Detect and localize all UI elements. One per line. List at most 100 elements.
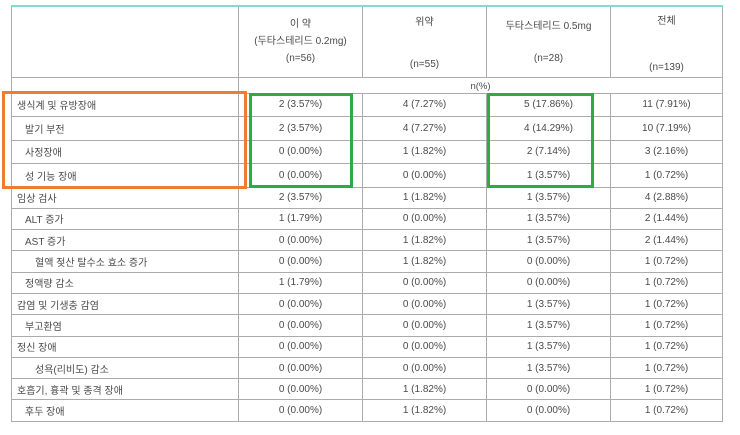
header-line: 전체 [657, 16, 676, 27]
row-label: 발기 부전 [11, 116, 239, 141]
row-label: 성욕(리비도) 감소 [11, 356, 239, 380]
table-row: 정신 장애 0 (0.00%) 0 (0.00%) 1 (3.57%) 1 (0.72%… [11, 335, 723, 358]
cell-value: 0 (0.00%) [238, 399, 363, 422]
cell-value: 0 (0.00%) [238, 163, 363, 188]
cell-value: 1 (1.82%) [362, 250, 487, 273]
row-label: 성 기능 장애 [11, 163, 239, 188]
cell-value: 1 (0.72%) [610, 250, 723, 273]
cell-value: 0 (0.00%) [238, 229, 363, 252]
cell-value: 2 (3.57%) [238, 186, 363, 209]
table-row: ALT 증가 1 (1.79%) 0 (0.00%) 1 (3.57%) 2 (1.44… [11, 207, 723, 231]
row-label: 사정장애 [11, 139, 239, 164]
cell-value: 5 (17.86%) [486, 92, 611, 117]
row-label: 정액량 감소 [11, 271, 239, 294]
header-line: (n=55) [409, 59, 440, 70]
cell-value: 1 (3.57%) [486, 207, 611, 231]
cell-value: 1 (3.57%) [486, 356, 611, 380]
cell-value: 1 (0.72%) [610, 378, 723, 401]
row-label: AST 증가 [11, 229, 239, 252]
header-line: (n=139) [649, 62, 684, 73]
table-row: 임상 검사 2 (3.57%) 1 (1.82%) 1 (3.57%) 4 (2.88%… [11, 186, 723, 209]
cell-value: 1 (1.82%) [362, 139, 487, 164]
header-line: 두타스테리드 0.5mg [505, 21, 592, 32]
header-placebo: 위약 (n=55) [362, 6, 487, 78]
cell-value: 1 (0.72%) [610, 292, 723, 316]
header-line: (두타스테리드 0.2mg) [254, 36, 347, 47]
table-row: 정액량 감소 1 (1.79%) 0 (0.00%) 0 (0.00%) 1 (0.72… [11, 271, 723, 294]
row-label: 부고환염 [11, 314, 239, 337]
cell-value: 2 (1.44%) [610, 207, 723, 231]
cell-value: 1 (0.72%) [610, 163, 723, 188]
cell-value: 2 (1.44%) [610, 229, 723, 252]
cell-value: 2 (3.57%) [238, 116, 363, 141]
cell-value: 1 (1.82%) [362, 229, 487, 252]
cell-value: 1 (1.82%) [362, 186, 487, 209]
cell-value: 0 (0.00%) [486, 399, 611, 422]
cell-value: 1 (0.72%) [610, 335, 723, 358]
cell-value: 1 (3.57%) [486, 229, 611, 252]
header-row: 이 약 (두타스테리드 0.2mg) (n=56) 위약 (n=55) 두타스테… [11, 6, 723, 78]
header-line: 위약 [415, 17, 434, 28]
header-drug-0-2mg: 이 약 (두타스테리드 0.2mg) (n=56) [238, 6, 363, 78]
cell-value: 0 (0.00%) [238, 378, 363, 401]
table-row: 성 기능 장애 0 (0.00%) 0 (0.00%) 1 (3.57%) 1 (0.7… [11, 163, 723, 188]
row-label: 후두 장애 [11, 399, 239, 422]
cell-value: 2 (7.14%) [486, 139, 611, 164]
cell-value: 0 (0.00%) [362, 314, 487, 337]
cell-value: 1 (3.57%) [486, 314, 611, 337]
cell-value: 1 (1.79%) [238, 271, 363, 294]
row-label: 정신 장애 [11, 335, 239, 358]
cell-value: 0 (0.00%) [238, 139, 363, 164]
cell-value: 1 (1.82%) [362, 399, 487, 422]
cell-value: 0 (0.00%) [362, 335, 487, 358]
cell-value: 1 (0.72%) [610, 356, 723, 380]
cell-value: 1 (0.72%) [610, 399, 723, 422]
cell-value: 4 (7.27%) [362, 116, 487, 141]
cell-value: 4 (14.29%) [486, 116, 611, 141]
cell-value: 0 (0.00%) [362, 163, 487, 188]
table-row: 호흡기, 흉곽 및 종격 장애 0 (0.00%) 1 (1.82%) 0 (0.00… [11, 378, 723, 401]
cell-value: 0 (0.00%) [238, 335, 363, 358]
header-line: (n=56) [285, 53, 316, 64]
adverse-events-table: 이 약 (두타스테리드 0.2mg) (n=56) 위약 (n=55) 두타스테… [11, 5, 723, 422]
subheader-row: n(%) [11, 76, 723, 94]
cell-value: 10 (7.19%) [610, 116, 723, 141]
cell-value: 1 (1.82%) [362, 378, 487, 401]
subheader-empty-cell [11, 76, 239, 94]
table-row: AST 증가 0 (0.00%) 1 (1.82%) 1 (3.57%) 2 (1.44… [11, 229, 723, 252]
header-total: 전체 (n=139) [610, 6, 723, 78]
cell-value: 0 (0.00%) [238, 292, 363, 316]
cell-value: 0 (0.00%) [486, 250, 611, 273]
cell-value: 0 (0.00%) [238, 314, 363, 337]
cell-value: 0 (0.00%) [486, 271, 611, 294]
cell-value: 11 (7.91%) [610, 92, 723, 117]
cell-value: 3 (2.16%) [610, 139, 723, 164]
header-label-cell [11, 6, 239, 78]
table-row: 발기 부전 2 (3.57%) 4 (7.27%) 4 (14.29%) 10 (7.1… [11, 116, 723, 141]
subheader-n-percent: n(%) [238, 76, 723, 94]
cell-value: 0 (0.00%) [362, 356, 487, 380]
header-line: 이 약 [289, 19, 312, 30]
cell-value: 1 (3.57%) [486, 335, 611, 358]
row-label: 생식계 및 유방장애 [11, 92, 239, 117]
table-row: 생식계 및 유방장애 2 (3.57%) 4 (7.27%) 5 (17.86%) 11… [11, 92, 723, 117]
header-line: (n=28) [533, 53, 564, 64]
cell-value: 0 (0.00%) [238, 356, 363, 380]
header-drug-0-5mg: 두타스테리드 0.5mg (n=28) [486, 6, 611, 78]
cell-value: 0 (0.00%) [362, 292, 487, 316]
table-row: 부고환염 0 (0.00%) 0 (0.00%) 1 (3.57%) 1 (0.72%) [11, 314, 723, 337]
row-label: 호흡기, 흉곽 및 종격 장애 [11, 378, 239, 401]
cell-value: 1 (0.72%) [610, 271, 723, 294]
row-label: ALT 증가 [11, 207, 239, 231]
cell-value: 1 (3.57%) [486, 163, 611, 188]
table-row: 후두 장애 0 (0.00%) 1 (1.82%) 0 (0.00%) 1 (0.72%… [11, 399, 723, 422]
cell-value: 0 (0.00%) [362, 271, 487, 294]
row-label: 혈액 젖산 탈수소 효소 증가 [11, 250, 239, 273]
cell-value: 1 (1.79%) [238, 207, 363, 231]
cell-value: 1 (0.72%) [610, 314, 723, 337]
cell-value: 4 (7.27%) [362, 92, 487, 117]
table-row: 혈액 젖산 탈수소 효소 증가 0 (0.00%) 1 (1.82%) 0 (0.00… [11, 250, 723, 273]
cell-value: 0 (0.00%) [486, 378, 611, 401]
cell-value: 1 (3.57%) [486, 292, 611, 316]
